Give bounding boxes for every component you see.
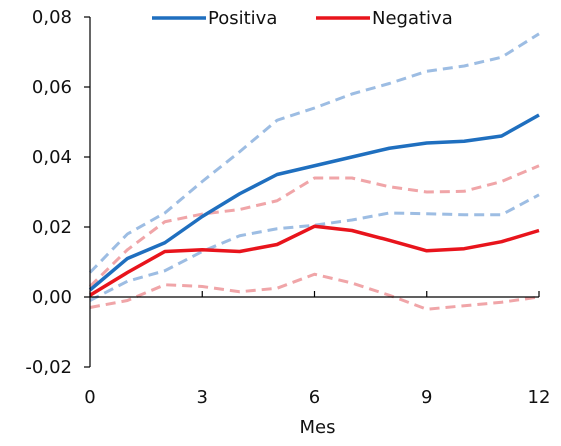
y-tick-label: 0,04 bbox=[32, 147, 72, 168]
x-tick-label: 0 bbox=[84, 387, 95, 408]
y-tick-label: 0,00 bbox=[32, 287, 72, 308]
x-tick-label: 12 bbox=[528, 387, 551, 408]
series-layer bbox=[88, 32, 540, 311]
series-line-band-4 bbox=[88, 164, 540, 288]
legend-label-positiva: Positiva bbox=[208, 8, 277, 29]
x-axis-label: Mes bbox=[300, 417, 336, 438]
x-tick-label: 6 bbox=[309, 387, 320, 408]
series-line-positiva bbox=[88, 113, 540, 292]
y-tick-label: 0,08 bbox=[32, 7, 72, 28]
y-tick-label: -0,02 bbox=[25, 357, 72, 378]
legend: Positiva Negativa bbox=[152, 8, 453, 29]
y-tick-label: 0,06 bbox=[32, 77, 72, 98]
x-tick-label: 3 bbox=[197, 387, 208, 408]
series-line-negativa bbox=[89, 224, 540, 297]
legend-label-negativa: Negativa bbox=[372, 8, 453, 29]
series-line-band-2 bbox=[89, 193, 540, 302]
x-tick-label: 9 bbox=[421, 387, 432, 408]
series-line-band-5 bbox=[89, 272, 540, 311]
axes-layer: -0,02 0,00 0,02 0,04 0,06 0,08 0 3 6 9 12 Mes bbox=[25, 7, 550, 438]
y-tick-label: 0,02 bbox=[32, 217, 72, 238]
series-line-band-1 bbox=[88, 32, 540, 274]
